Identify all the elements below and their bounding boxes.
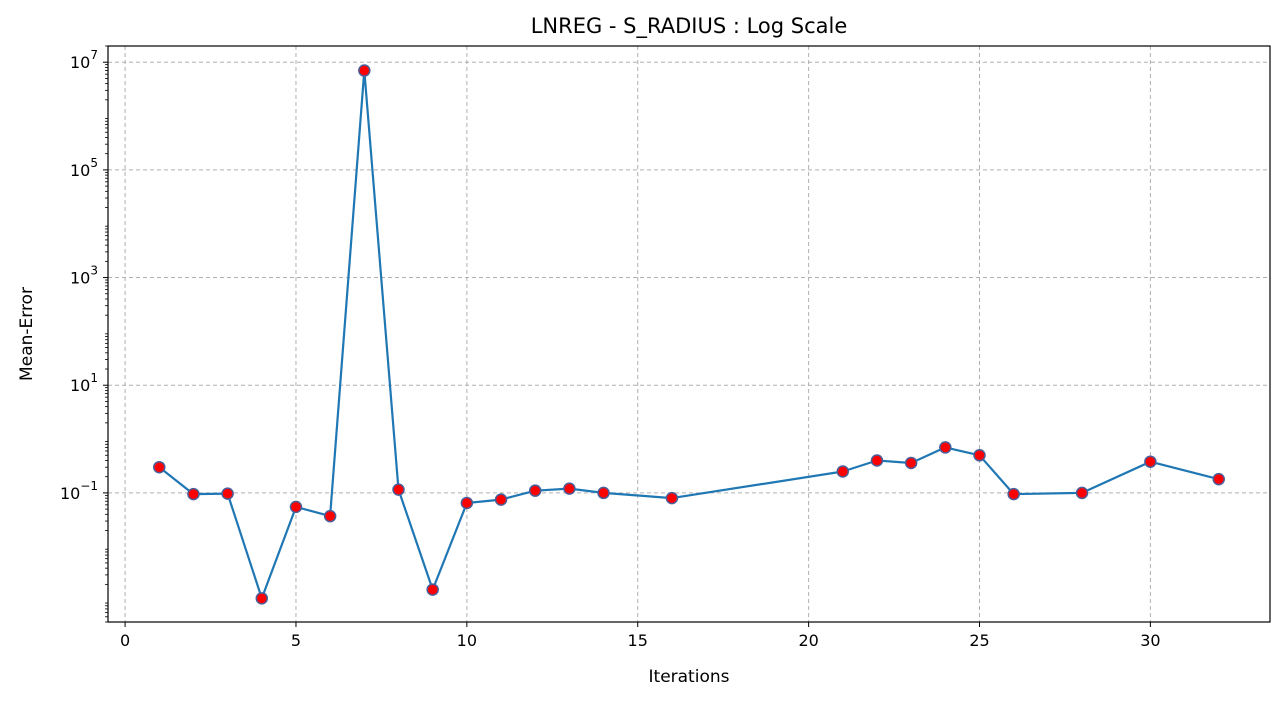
x-tick-label: 10: [457, 631, 477, 650]
data-point: [426, 583, 439, 596]
data-point: [597, 486, 610, 500]
data-point: [870, 454, 884, 467]
data-point: [460, 496, 474, 510]
data-point: [836, 465, 850, 478]
y-tick-label: 10−1: [60, 479, 98, 503]
y-axis-label: Mean-Error: [17, 287, 37, 381]
data-point: [563, 482, 576, 495]
series-line: [158, 69, 1219, 600]
x-tick-label: 20: [798, 631, 818, 650]
y-tick-label: 107: [70, 48, 98, 72]
x-tick-label: 25: [969, 631, 989, 650]
y-tick-label: 101: [70, 371, 98, 395]
data-point: [255, 592, 269, 605]
data-point: [973, 449, 986, 462]
data-point: [665, 491, 679, 505]
data-point: [1075, 486, 1089, 500]
ticks: 0 5 10 15 20 25 30 10−1 101 103 105 107: [60, 45, 1161, 650]
plot-frame: [107, 45, 1271, 623]
data-point: [904, 456, 918, 470]
data-point: [392, 483, 405, 496]
data-point: [1144, 455, 1157, 468]
data-point: [358, 64, 371, 77]
data-series: [153, 64, 1225, 605]
data-point: [1212, 472, 1225, 486]
data-point: [221, 487, 234, 500]
data-point: [187, 487, 200, 501]
data-point: [323, 509, 337, 523]
data-point: [494, 493, 508, 506]
chart-title: LNREG - S_RADIUS : Log Scale: [531, 14, 848, 39]
x-tick-label: 15: [628, 631, 648, 650]
y-tick-label: 105: [70, 156, 98, 180]
x-axis-label: Iterations: [649, 667, 730, 687]
x-tick-label: 30: [1140, 631, 1160, 650]
x-tick-label: 5: [291, 631, 301, 650]
data-point: [1007, 487, 1020, 501]
data-point: [153, 460, 166, 474]
data-point: [939, 441, 952, 454]
y-tick-label: 103: [70, 264, 98, 288]
data-point: [528, 484, 542, 497]
grid: [108, 46, 1270, 622]
x-tick-label: 0: [120, 631, 130, 650]
data-point: [289, 500, 303, 514]
